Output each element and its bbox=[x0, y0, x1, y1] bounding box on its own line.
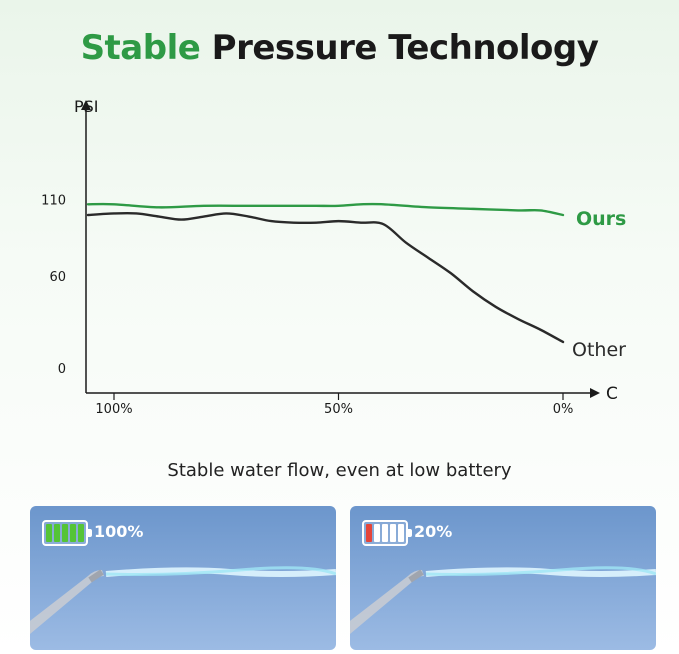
battery-cell bbox=[46, 524, 52, 542]
series-line-ours bbox=[86, 202, 565, 217]
pressure-chart: PSI C 0 60 110 100% 50% 0% Ours Other bbox=[41, 97, 626, 417]
y-tick-label: 110 bbox=[41, 194, 66, 209]
battery-cell bbox=[54, 524, 60, 542]
battery-cell bbox=[390, 524, 396, 542]
series-label-other: Other bbox=[572, 339, 626, 361]
series-label-ours: Ours bbox=[576, 208, 626, 230]
battery-panel-low: 20% bbox=[350, 506, 656, 650]
x-axis-label: C bbox=[606, 384, 618, 404]
x-tick-label: 50% bbox=[324, 402, 353, 417]
battery-low-icon bbox=[362, 520, 412, 546]
battery-percent-label: 100% bbox=[94, 522, 144, 541]
series-line-other bbox=[86, 211, 565, 344]
battery-percent-label: 20% bbox=[414, 522, 453, 541]
battery-cell bbox=[70, 524, 76, 542]
y-axis-label: PSI bbox=[74, 97, 99, 116]
water-jet-illustration-low bbox=[350, 566, 656, 634]
x-axis-arrow bbox=[590, 388, 600, 398]
y-tick-label: 0 bbox=[58, 362, 66, 377]
title-highlight: Stable bbox=[80, 28, 201, 68]
page-title: Stable Pressure Technology bbox=[0, 28, 679, 68]
battery-cell bbox=[62, 524, 68, 542]
y-axis-arrow bbox=[81, 100, 91, 110]
battery-cell bbox=[78, 524, 84, 542]
x-tick-label: 100% bbox=[95, 402, 132, 417]
y-tick-label: 60 bbox=[49, 270, 66, 285]
x-tick-label: 0% bbox=[553, 402, 574, 417]
battery-panel-full: 100% bbox=[30, 506, 336, 650]
battery-cell bbox=[366, 524, 372, 542]
battery-full-icon bbox=[42, 520, 92, 546]
title-rest: Pressure Technology bbox=[211, 28, 599, 68]
battery-cell bbox=[374, 524, 380, 542]
battery-cell bbox=[382, 524, 388, 542]
subtitle: Stable water flow, even at low battery bbox=[167, 460, 512, 481]
battery-cell bbox=[398, 524, 404, 542]
water-jet-illustration bbox=[30, 566, 336, 634]
